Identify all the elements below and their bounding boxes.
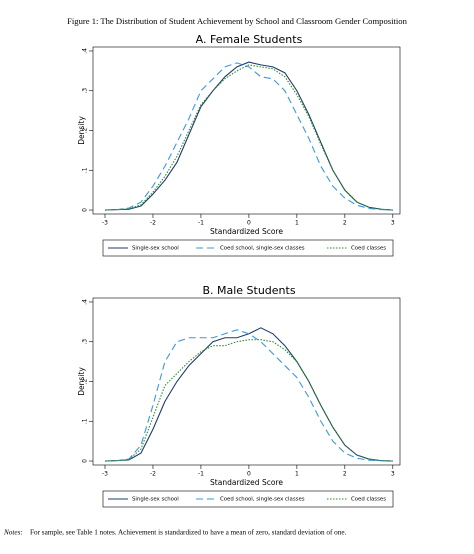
x-tick-label: -2 (150, 471, 156, 478)
x-tick-label: -1 (198, 471, 204, 478)
y-tick-label: .2 (82, 127, 89, 133)
x-tick-label: 3 (391, 220, 395, 227)
series-line (104, 61, 393, 211)
legend-label: Single-sex school (132, 497, 179, 503)
series-line (104, 339, 393, 462)
y-tick-label: .4 (82, 299, 89, 305)
y-tick-label: .3 (82, 88, 89, 94)
chart-title: A. Female Students (196, 33, 303, 46)
legend-label: Coed school, single-sex classes (220, 497, 305, 503)
notes-label: Notes: (3, 529, 23, 537)
x-tick-label: 0 (247, 220, 251, 227)
x-tick-label: 2 (343, 220, 347, 227)
x-tick-label: -3 (102, 471, 108, 478)
y-tick-label: .1 (82, 418, 89, 424)
x-tick-label: 0 (247, 471, 251, 478)
legend-box (102, 490, 394, 508)
x-tick-label: -2 (150, 220, 156, 227)
x-axis-label: Standardized Score (210, 227, 283, 236)
series-line (104, 327, 393, 462)
y-axis-label: Density (77, 367, 86, 396)
x-tick-label: 3 (391, 471, 395, 478)
x-tick-label: -3 (102, 220, 108, 227)
series-line (104, 62, 393, 211)
x-axis-label: Standardized Score (210, 478, 283, 487)
y-tick-label: .4 (82, 48, 89, 54)
y-axis-label: Density (77, 116, 86, 145)
x-tick-label: 1 (295, 471, 299, 478)
legend-label: Single-sex school (132, 246, 179, 252)
legend-box (102, 239, 394, 257)
x-tick-label: -1 (198, 220, 204, 227)
y-tick-label: .2 (82, 378, 89, 384)
plot-frame (92, 297, 401, 466)
notes: For sample, see Table 1 notes. Achieveme… (30, 529, 347, 537)
legend-label: Coed school, single-sex classes (220, 246, 305, 252)
figure-title: Figure 1: The Distribution of Student Ac… (67, 16, 407, 26)
series-line (104, 329, 393, 462)
legend-label: Coed classes (351, 246, 386, 252)
chart-title: B. Male Students (202, 284, 295, 297)
y-tick-label: .1 (82, 167, 89, 173)
y-tick-label: 0 (82, 208, 89, 212)
x-tick-label: 2 (343, 471, 347, 478)
plot-frame (92, 46, 401, 215)
x-tick-label: 1 (295, 220, 299, 227)
y-tick-label: .3 (82, 339, 89, 345)
series-line (104, 64, 393, 211)
legend-label: Coed classes (351, 497, 386, 503)
y-tick-label: 0 (82, 459, 89, 463)
